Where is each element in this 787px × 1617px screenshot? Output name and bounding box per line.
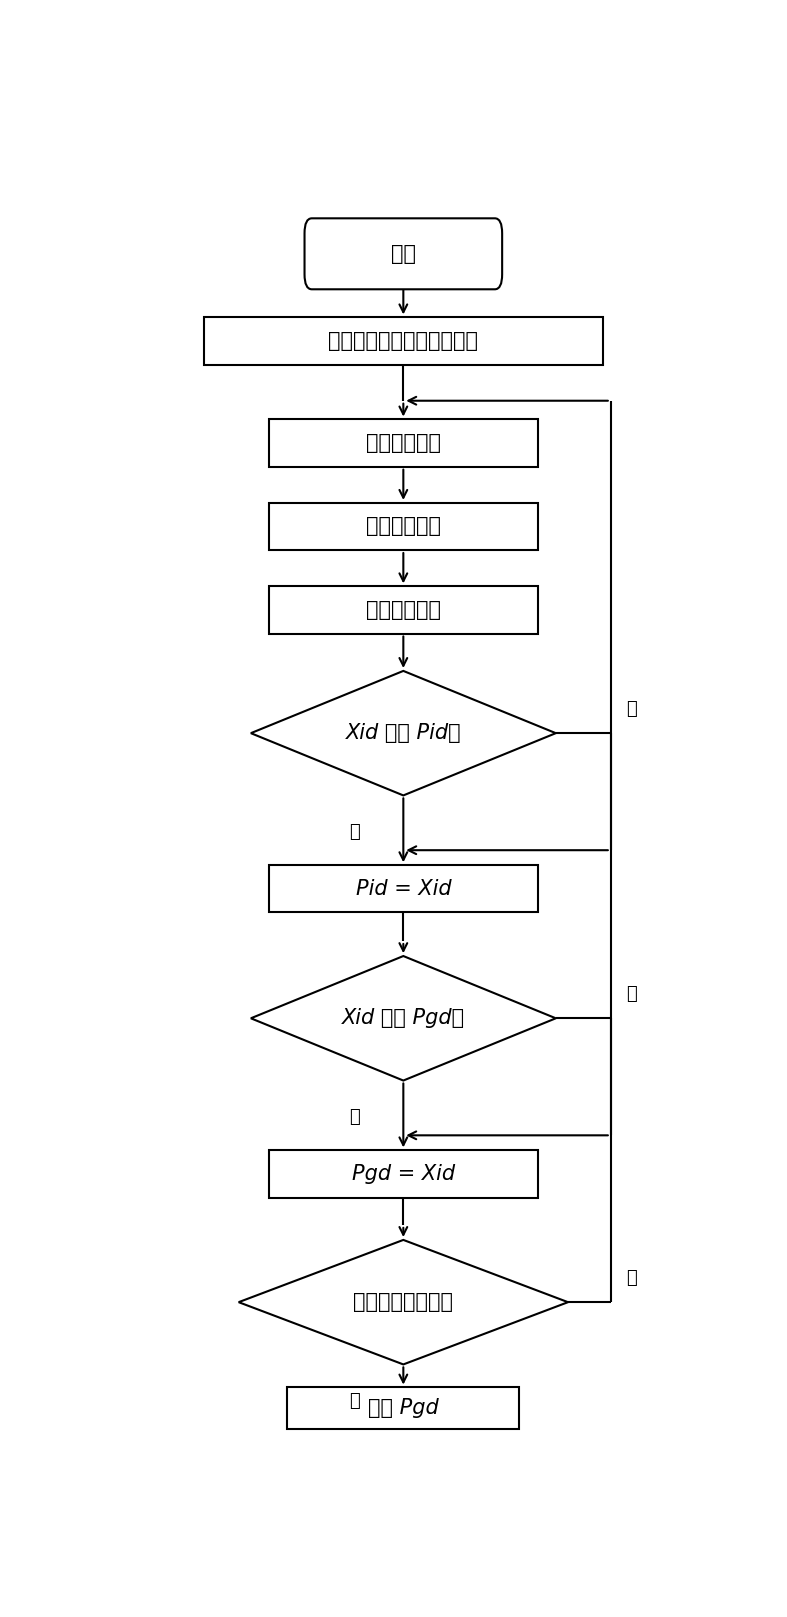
Text: 随机初始化粒子位置和速度: 随机初始化粒子位置和速度 (328, 331, 478, 351)
Text: 粒子速度更新: 粒子速度更新 (366, 600, 441, 619)
Text: 开始: 开始 (391, 244, 416, 264)
Text: 是: 是 (349, 823, 360, 841)
Polygon shape (238, 1240, 568, 1365)
Text: 输出 Pgd: 输出 Pgd (368, 1399, 438, 1418)
Bar (204, 317, 603, 364)
Polygon shape (251, 956, 556, 1080)
Text: Pid = Xid: Pid = Xid (356, 878, 451, 899)
Text: 否: 否 (626, 700, 637, 718)
FancyBboxPatch shape (305, 218, 502, 289)
Text: Xid 优于 Pid？: Xid 优于 Pid？ (345, 723, 461, 744)
Bar (269, 587, 538, 634)
Bar (269, 503, 538, 550)
Bar (269, 1150, 538, 1198)
Text: 否: 否 (626, 985, 637, 1003)
Text: 粒子适应度值: 粒子适应度值 (366, 433, 441, 453)
Bar (269, 419, 538, 467)
Bar (269, 865, 538, 912)
Text: Pgd = Xid: Pgd = Xid (352, 1164, 455, 1184)
Text: 是否满足收敛准则: 是否满足收敛准则 (353, 1292, 453, 1311)
Text: 是: 是 (349, 1392, 360, 1410)
Text: 粒子位置更新: 粒子位置更新 (366, 516, 441, 537)
Polygon shape (251, 671, 556, 796)
Text: 否: 否 (626, 1269, 637, 1287)
Text: 是: 是 (349, 1108, 360, 1125)
Text: Xid 优于 Pgd？: Xid 优于 Pgd？ (342, 1009, 465, 1028)
Bar (287, 1387, 519, 1428)
